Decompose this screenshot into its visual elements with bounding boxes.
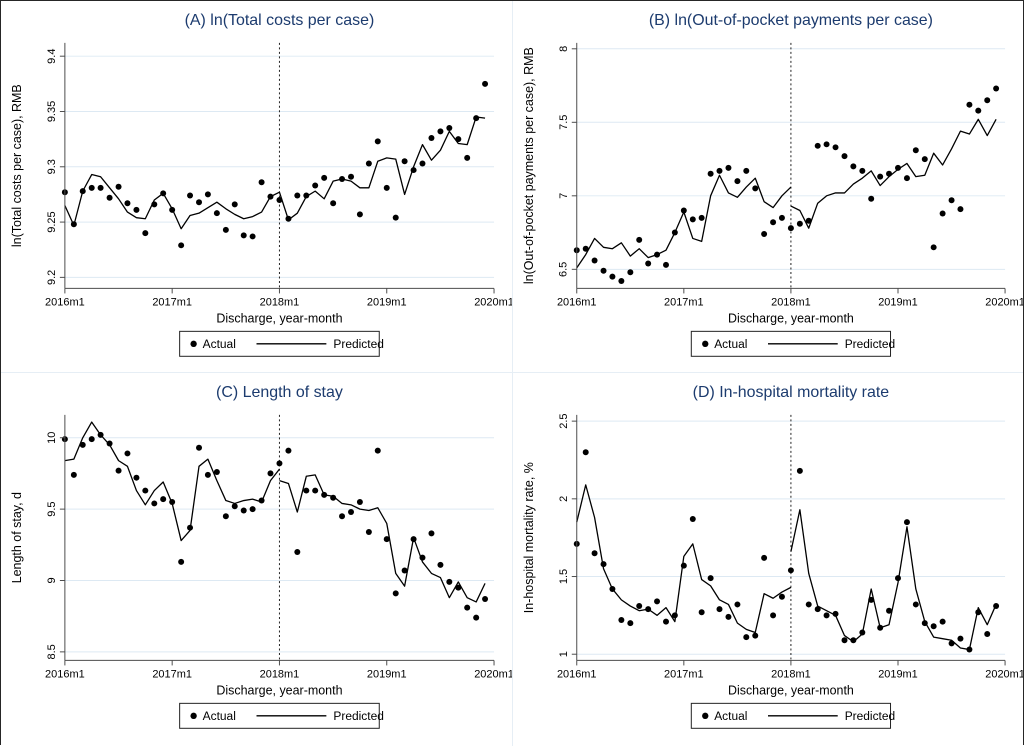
legend-actual-label: Actual bbox=[714, 337, 747, 351]
panel-c-chart: 8.5 9 9.5 10 2016m1 2017m1 2018m1 2019m1 2020m1 (… bbox=[10, 384, 512, 730]
svg-text:7.5: 7.5 bbox=[558, 115, 570, 130]
axes bbox=[571, 415, 1006, 666]
legend-actual-label: Actual bbox=[203, 709, 236, 723]
svg-text:2016m1: 2016m1 bbox=[557, 669, 597, 681]
x-tick-labels: 2016m1 2017m1 2018m1 2019m1 2020m1 bbox=[557, 669, 1023, 681]
y-tick-labels: 1 1.5 2 2.5 bbox=[558, 414, 570, 658]
panel-title: (C) Length of stay bbox=[216, 384, 343, 401]
x-tick-labels: 2016m1 2017m1 2018m1 2019m1 2020m1 bbox=[45, 296, 512, 308]
legend-actual-label: Actual bbox=[714, 709, 747, 723]
legend-predicted-label: Predicted bbox=[845, 709, 895, 723]
legend-predicted-label: Predicted bbox=[333, 337, 384, 351]
svg-text:9.5: 9.5 bbox=[46, 502, 58, 517]
svg-text:1: 1 bbox=[558, 651, 570, 657]
svg-text:9.2: 9.2 bbox=[46, 270, 58, 285]
panel-a-chart: 9.2 9.25 9.3 9.35 9.4 2016m1 2017m1 2018m1 2019m… bbox=[10, 12, 512, 357]
legend-predicted-label: Predicted bbox=[333, 709, 384, 723]
x-tick-labels: 2016m1 2017m1 2018m1 2019m1 2020m1 bbox=[557, 296, 1023, 308]
predicted-line-series bbox=[64, 116, 486, 230]
svg-text:2: 2 bbox=[558, 496, 570, 502]
actual-scatter-series bbox=[573, 449, 1000, 653]
legend: Actual Predicted bbox=[690, 703, 895, 730]
svg-text:2018m1: 2018m1 bbox=[771, 669, 811, 681]
panel-d: 1 1.5 2 2.5 2016m1 2017m1 2018m1 2019m1 2020m1 (D… bbox=[512, 372, 1023, 746]
svg-text:2019m1: 2019m1 bbox=[878, 669, 918, 681]
svg-text:1.5: 1.5 bbox=[558, 569, 570, 584]
x-axis-title: Discharge, year-month bbox=[216, 684, 342, 698]
svg-text:9.4: 9.4 bbox=[46, 49, 58, 64]
y-axis-title: ln(Total costs per case), RMB bbox=[10, 84, 24, 247]
svg-text:2016m1: 2016m1 bbox=[557, 296, 597, 308]
legend: Actual Predicted bbox=[179, 330, 384, 357]
svg-text:2017m1: 2017m1 bbox=[664, 669, 704, 681]
svg-text:2017m1: 2017m1 bbox=[664, 296, 704, 308]
y-axis-title: ln(Out-of-pocket payments per case), RMB bbox=[522, 47, 536, 284]
svg-text:2020m1: 2020m1 bbox=[985, 296, 1023, 308]
x-axis-title: Discharge, year-month bbox=[216, 311, 342, 325]
svg-text:2018m1: 2018m1 bbox=[771, 296, 811, 308]
predicted-line-series bbox=[64, 421, 486, 603]
svg-text:8.5: 8.5 bbox=[46, 644, 58, 659]
panel-a: 9.2 9.25 9.3 9.35 9.4 2016m1 2017m1 2018m1 2019m… bbox=[1, 1, 512, 373]
axes bbox=[59, 42, 495, 294]
legend-actual-marker bbox=[190, 712, 197, 720]
svg-text:9.25: 9.25 bbox=[46, 211, 58, 232]
panel-c: 8.5 9 9.5 10 2016m1 2017m1 2018m1 2019m1 2020m1 (… bbox=[1, 372, 512, 746]
svg-text:2019m1: 2019m1 bbox=[878, 296, 918, 308]
panel-title: (B) ln(Out-of-pocket payments per case) bbox=[649, 12, 933, 29]
svg-text:2018m1: 2018m1 bbox=[260, 296, 300, 308]
legend: Actual Predicted bbox=[179, 703, 384, 730]
svg-text:8: 8 bbox=[558, 46, 570, 52]
x-axis-title: Discharge, year-month bbox=[728, 311, 854, 325]
y-axis-title: In-hospital mortality rate, % bbox=[522, 462, 536, 613]
legend-actual-marker bbox=[190, 340, 197, 348]
y-tick-labels: 8.5 9 9.5 10 bbox=[46, 432, 58, 660]
axes bbox=[59, 415, 495, 666]
svg-text:2017m1: 2017m1 bbox=[152, 296, 192, 308]
svg-text:2020m1: 2020m1 bbox=[474, 669, 512, 681]
svg-text:2016m1: 2016m1 bbox=[45, 669, 85, 681]
svg-text:9.35: 9.35 bbox=[46, 101, 58, 122]
panel-b-chart: 6.5 7 7.5 8 2016m1 2017m1 2018m1 2019m1 2020m1 (B… bbox=[522, 12, 1023, 357]
legend-actual-label: Actual bbox=[203, 337, 236, 351]
panel-title: (A) ln(Total costs per case) bbox=[185, 12, 375, 29]
legend-predicted-label: Predicted bbox=[845, 337, 895, 351]
legend-actual-marker bbox=[702, 340, 709, 348]
panel-b: 6.5 7 7.5 8 2016m1 2017m1 2018m1 2019m1 2020m1 (B… bbox=[512, 1, 1023, 373]
y-tick-labels: 6.5 7 7.5 8 bbox=[558, 46, 570, 277]
svg-text:2019m1: 2019m1 bbox=[367, 296, 407, 308]
y-tick-labels: 9.2 9.25 9.3 9.35 9.4 bbox=[46, 49, 58, 285]
gridlines bbox=[64, 55, 495, 278]
legend: Actual Predicted bbox=[690, 330, 895, 357]
svg-text:9: 9 bbox=[46, 578, 58, 584]
x-axis-title: Discharge, year-month bbox=[728, 684, 854, 698]
actual-scatter-series bbox=[573, 85, 1000, 285]
svg-text:2019m1: 2019m1 bbox=[367, 669, 407, 681]
svg-text:2.5: 2.5 bbox=[558, 414, 570, 429]
svg-text:2020m1: 2020m1 bbox=[985, 669, 1023, 681]
panel-title: (D) In-hospital mortality rate bbox=[693, 384, 890, 401]
svg-text:2020m1: 2020m1 bbox=[474, 296, 512, 308]
actual-scatter-series bbox=[61, 432, 489, 621]
svg-text:7: 7 bbox=[558, 193, 570, 199]
svg-text:6.5: 6.5 bbox=[558, 262, 570, 277]
y-axis-title: Length of stay, d bbox=[10, 492, 24, 583]
svg-text:2016m1: 2016m1 bbox=[45, 296, 85, 308]
axes bbox=[571, 42, 1006, 294]
svg-text:2017m1: 2017m1 bbox=[152, 669, 192, 681]
actual-scatter-series bbox=[61, 80, 489, 249]
svg-text:2018m1: 2018m1 bbox=[260, 669, 300, 681]
panel-d-chart: 1 1.5 2 2.5 2016m1 2017m1 2018m1 2019m1 2020m1 (D… bbox=[522, 384, 1023, 730]
legend-actual-marker bbox=[702, 712, 709, 720]
svg-text:9.3: 9.3 bbox=[46, 159, 58, 174]
x-tick-labels: 2016m1 2017m1 2018m1 2019m1 2020m1 bbox=[45, 669, 512, 681]
svg-text:10: 10 bbox=[46, 432, 58, 444]
